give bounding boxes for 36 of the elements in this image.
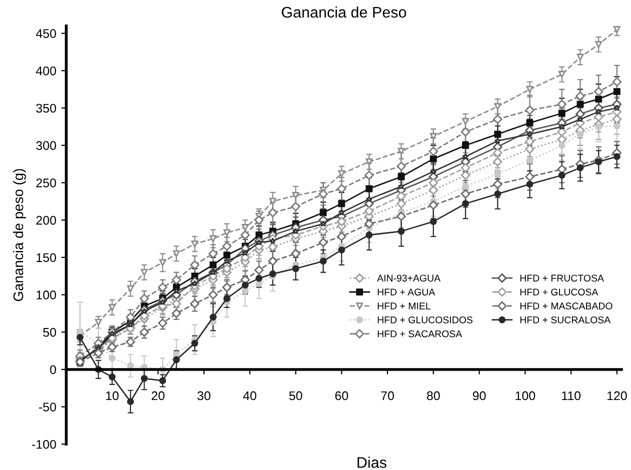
x-tick-label: 80 (426, 391, 440, 400)
legend-label: HFD + FRUCTOSA (520, 274, 604, 282)
x-tick-label: 10 (106, 391, 119, 400)
y-tick-label: -100 (32, 440, 56, 449)
legend-label: HFD + SACAROSA (378, 330, 462, 338)
x-tick-label: 60 (335, 391, 348, 400)
legend-label: HFD + GLUCOSIDOS (378, 316, 472, 324)
legend-label: AIN-93+AGUA (377, 274, 441, 282)
legend-label: HFD + AGUA (378, 288, 436, 296)
y-axis-title: Ganancia de peso (g) (13, 169, 26, 302)
y-tick-label: 150 (36, 253, 56, 262)
x-tick-label: 50 (289, 391, 302, 400)
y-tick-label: -50 (39, 402, 56, 412)
x-tick-label: 30 (197, 391, 210, 400)
y-tick-label: 50 (43, 328, 56, 337)
legend-label: HFD + MIEL (378, 302, 430, 310)
x-axis-title: Dias (358, 456, 386, 468)
x-tick-label: 90 (472, 391, 486, 400)
x-tick-label: 100 (516, 391, 536, 400)
legend-label: HFD + SUCRALOSA (520, 316, 611, 324)
y-tick-label: 0 (50, 365, 56, 374)
x-tick-label: 110 (562, 391, 581, 400)
chart-title: Ganancia de Peso (282, 6, 406, 18)
y-tick-label: 300 (36, 141, 56, 150)
x-tick-label: 70 (381, 391, 394, 400)
y-tick-label: 200 (36, 216, 56, 225)
x-tick-label: 20 (152, 391, 164, 400)
y-tick-label: 100 (36, 290, 56, 300)
y-tick-label: 250 (36, 178, 56, 188)
y-tick-label: 400 (36, 66, 56, 76)
y-tick-label: 450 (36, 29, 56, 38)
y-tick-label: 350 (36, 104, 56, 113)
legend-label: HFD + GLUCOSA (520, 288, 598, 296)
x-tick-label: 120 (607, 391, 627, 400)
legend-label: HFD + MASCABADO (520, 302, 612, 310)
x-tick-label: 40 (243, 391, 256, 400)
